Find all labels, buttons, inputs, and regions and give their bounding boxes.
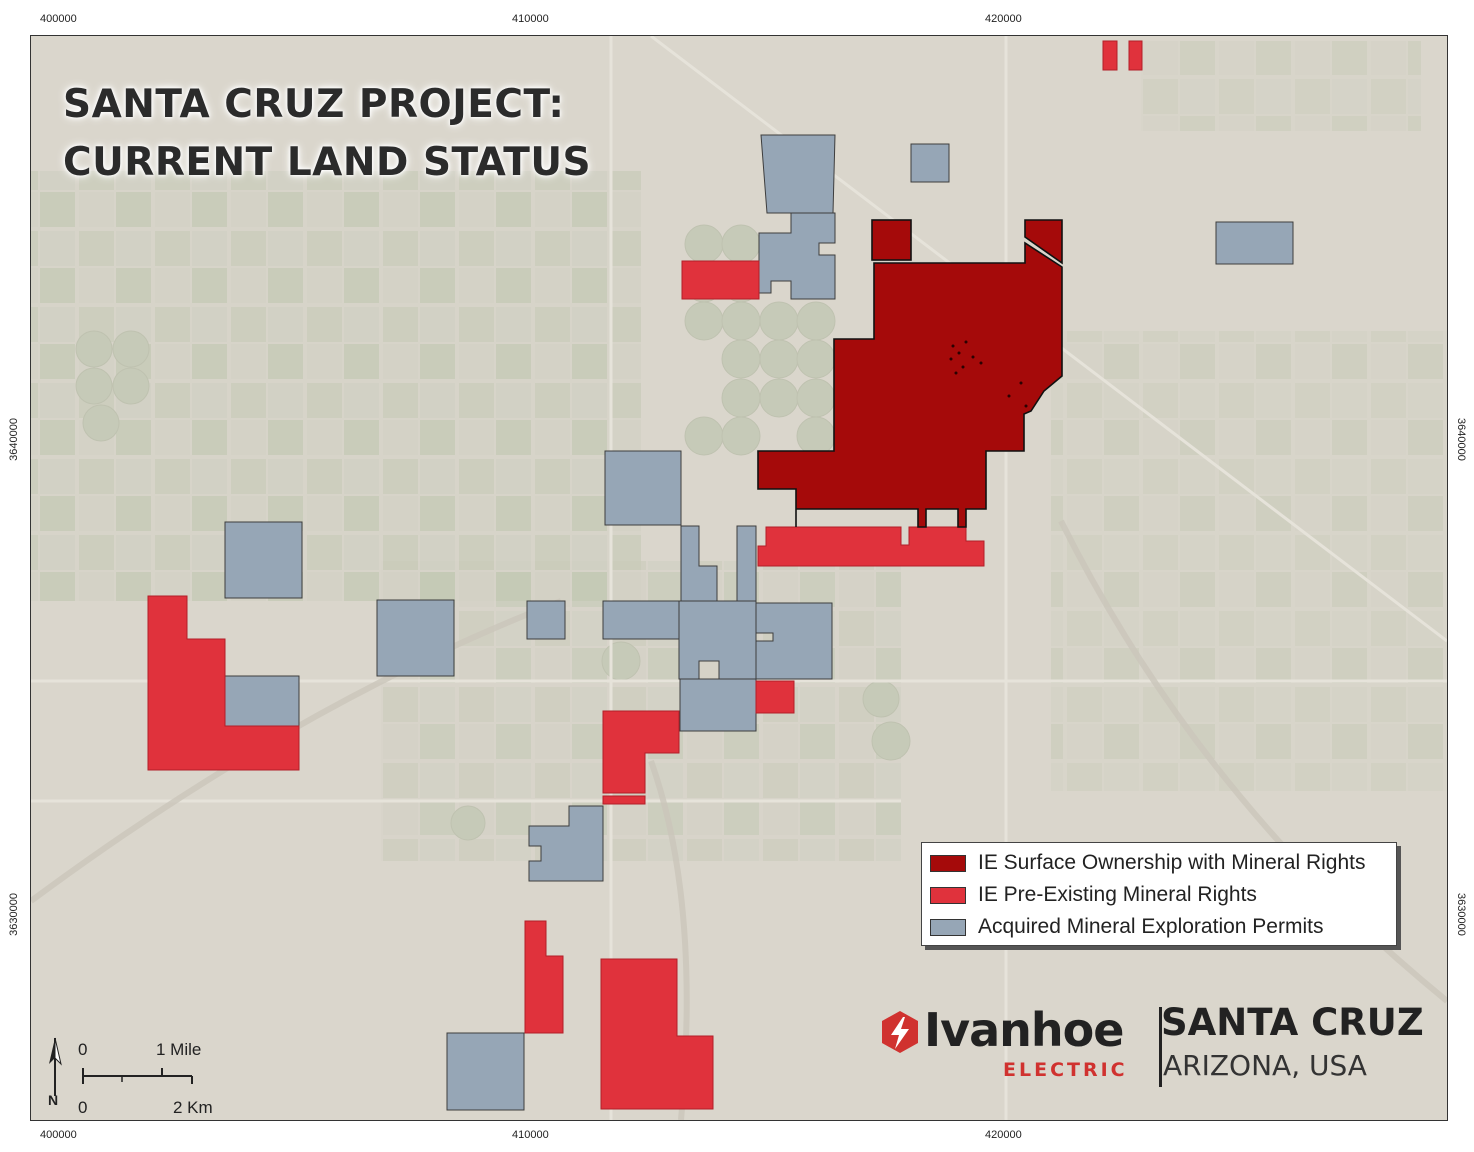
grid-label-bottom-420000: 420000 xyxy=(985,1129,1022,1141)
pre-existing-parcel xyxy=(602,795,646,805)
company-sub: ELECTRIC xyxy=(1003,1059,1128,1081)
scale-bar: 0 1 Mile 0 2 Km N xyxy=(45,1018,245,1118)
grid-label-top-410000: 410000 xyxy=(512,13,549,25)
legend-label: IE Pre-Existing Mineral Rights xyxy=(978,883,1257,906)
scale-mile-label: 1 Mile xyxy=(156,1040,202,1059)
surface-ownership-parcel xyxy=(757,241,1063,528)
map-legend: IE Surface Ownership with Mineral Rights… xyxy=(921,842,1397,946)
legend-swatch-pre-existing-rights xyxy=(930,886,966,904)
branding-divider xyxy=(1159,1007,1162,1087)
grid-label-bottom-410000: 410000 xyxy=(512,1129,549,1141)
pre-existing-parcel xyxy=(755,680,795,714)
grid-label-top-400000: 400000 xyxy=(40,13,77,25)
legend-item-pre-existing-rights: IE Pre-Existing Mineral Rights xyxy=(930,879,1388,911)
pre-existing-rights-parcels xyxy=(147,40,1143,1110)
pre-existing-parcel xyxy=(1102,40,1118,71)
pre-existing-parcel xyxy=(757,526,985,567)
permit-parcel xyxy=(376,599,455,677)
grid-label-right-3640000: 3640000 xyxy=(1455,418,1467,461)
permit-parcel xyxy=(760,134,836,214)
scale-km-label: 2 Km xyxy=(173,1098,213,1117)
legend-swatch-surface-ownership xyxy=(930,854,966,872)
permit-parcel xyxy=(602,600,680,640)
map-title: SANTA CRUZ PROJECT: CURRENT LAND STATUS xyxy=(63,76,591,192)
permit-parcel xyxy=(910,143,950,183)
legend-label: Acquired Mineral Exploration Permits xyxy=(978,915,1324,938)
permit-parcel xyxy=(679,678,757,732)
legend-swatch-exploration-permits xyxy=(930,918,966,936)
company-name: Ivanhoe xyxy=(924,1003,1124,1057)
pre-existing-parcel xyxy=(147,595,300,771)
map-canvas[interactable]: SANTA CRUZ PROJECT: CURRENT LAND STATUS … xyxy=(30,35,1448,1121)
project-location: ARIZONA, USA xyxy=(1163,1049,1367,1082)
grid-label-top-420000: 420000 xyxy=(985,13,1022,25)
pivot-circles xyxy=(75,224,911,841)
grid-label-left-3640000: 3640000 xyxy=(8,418,20,461)
scale-mile-zero: 0 xyxy=(78,1040,88,1059)
pre-existing-parcel xyxy=(602,710,680,794)
agricultural-fields-north xyxy=(1141,41,1421,131)
grid-label-bottom-400000: 400000 xyxy=(40,1129,77,1141)
map-layers xyxy=(31,36,1447,1120)
surface-ownership-inclusions xyxy=(949,340,1028,408)
map-title-line1: SANTA CRUZ PROJECT: xyxy=(63,82,565,127)
agricultural-fields-east xyxy=(1051,331,1447,791)
permit-parcel xyxy=(526,600,566,640)
scale-km-zero: 0 xyxy=(78,1098,88,1117)
map-title-line2: CURRENT LAND STATUS xyxy=(63,140,592,185)
grid-label-left-3630000: 3630000 xyxy=(8,893,20,936)
legend-item-exploration-permits: Acquired Mineral Exploration Permits xyxy=(930,911,1388,943)
branding-block: Ivanhoe ELECTRIC SANTA CRUZ ARIZONA, USA xyxy=(876,1001,1446,1111)
permit-parcel xyxy=(758,212,836,300)
project-name: SANTA CRUZ xyxy=(1161,1001,1424,1044)
surface-ownership-parcel xyxy=(1024,219,1063,265)
ivanhoe-bolt-icon xyxy=(882,1011,918,1053)
permit-parcel xyxy=(604,450,682,526)
north-label: N xyxy=(48,1092,59,1108)
permit-parcel xyxy=(222,675,300,727)
pre-existing-parcel xyxy=(681,260,760,300)
scale-bar-graphic xyxy=(49,1037,193,1096)
permit-parcel xyxy=(528,805,604,882)
surface-ownership-parcels xyxy=(757,219,1063,528)
pre-existing-parcel xyxy=(600,958,714,1110)
pre-existing-parcel xyxy=(524,920,564,1034)
legend-item-surface-ownership: IE Surface Ownership with Mineral Rights xyxy=(930,847,1388,879)
pre-existing-parcel xyxy=(1128,40,1143,71)
surface-ownership-parcel xyxy=(871,219,912,261)
permit-parcel xyxy=(224,521,303,599)
permit-parcel xyxy=(755,602,833,680)
grid-label-right-3630000: 3630000 xyxy=(1455,893,1467,936)
legend-label: IE Surface Ownership with Mineral Rights xyxy=(978,851,1366,874)
north-arrow-icon xyxy=(49,1037,62,1096)
permit-parcel xyxy=(1215,221,1294,265)
permit-parcel xyxy=(446,1032,525,1111)
permit-parcels xyxy=(222,134,1294,1111)
